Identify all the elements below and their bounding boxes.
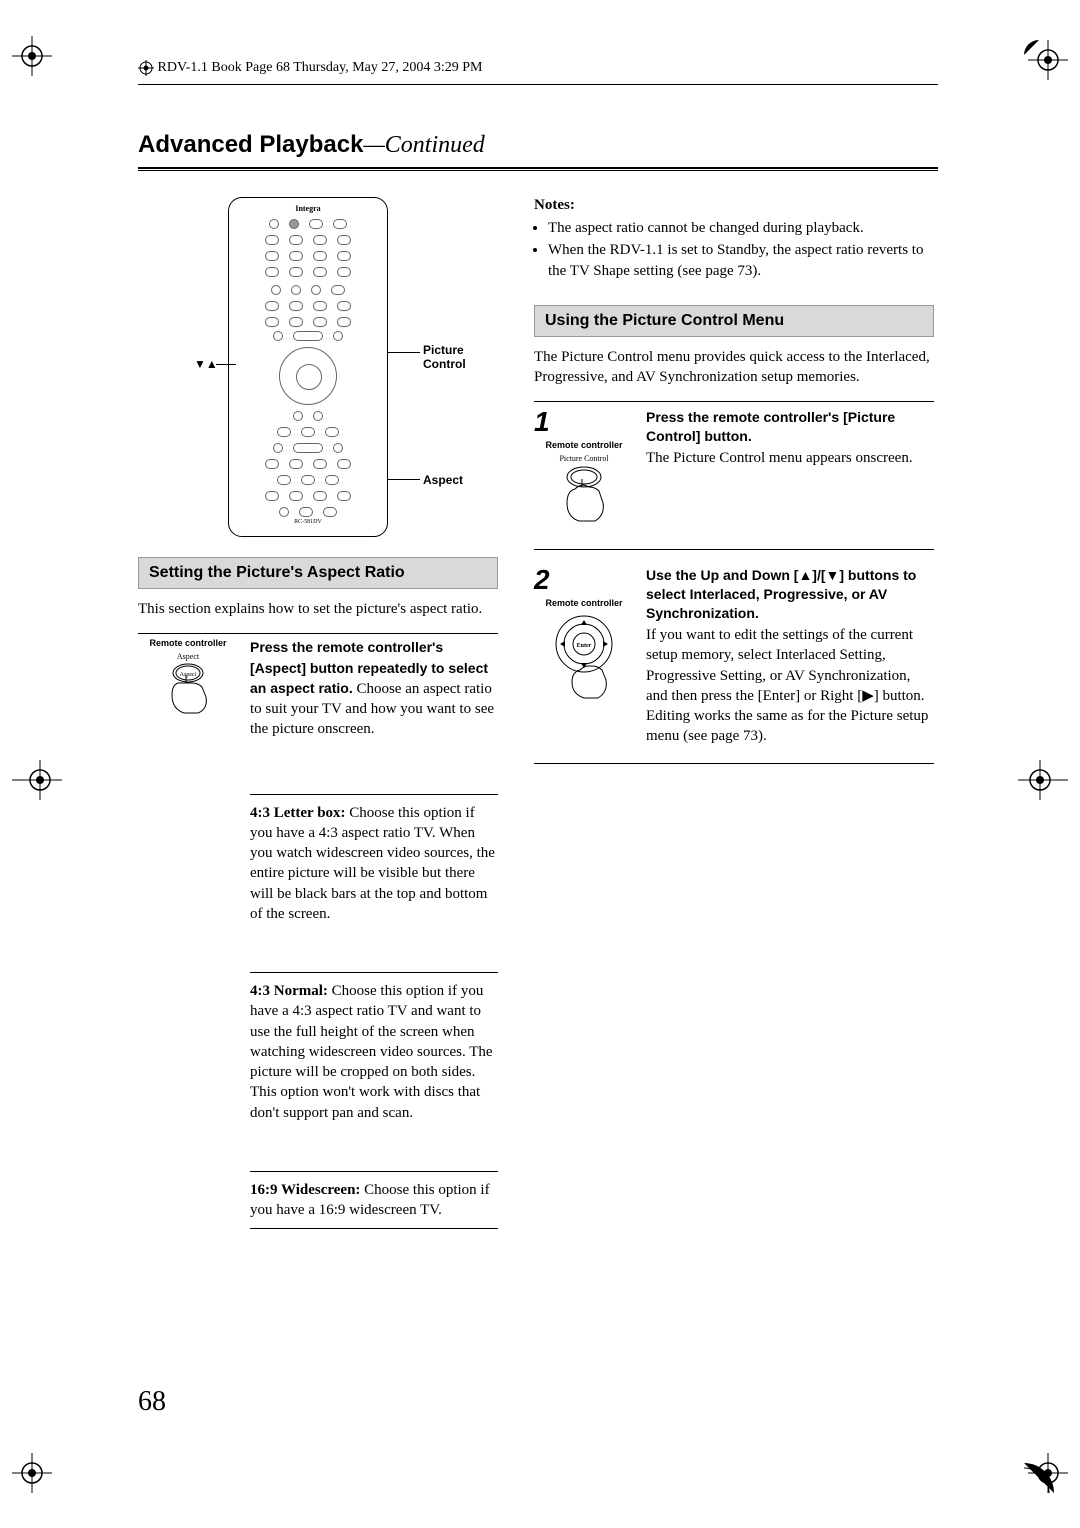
remote-brand-label: Integra [229,204,387,213]
remote-controller-label: Remote controller [138,638,238,648]
aspect-button-label: Aspect [138,652,238,661]
step-graphic: Remote controller Aspect Aspect [138,638,238,739]
pcmenu-step1-bold: Press the remote controller's [Picture C… [646,408,934,446]
page-number: 68 [138,1386,166,1418]
note-item: When the RDV-1.1 is set to Standby, the … [548,240,934,281]
chapter-title: Advanced Playback—Continued [138,131,938,159]
svg-text:Aspect: Aspect [180,672,197,678]
remote-model-label: RC-581DV [229,519,387,525]
aspect-callout: Aspect [423,473,463,487]
arrows-callout-label: ▼▲ [194,357,218,371]
reg-corner-icon [1024,40,1074,75]
note-item: The aspect ratio cannot be changed durin… [548,218,934,238]
pcmenu-step2-bold: Use the Up and Down [▲]/[▼] buttons to s… [646,566,934,623]
svg-text:Enter: Enter [577,643,592,649]
notes-label: Notes: [534,197,934,214]
step-2: 2 Remote controller Enter [534,560,934,763]
final-rule [250,1228,498,1229]
header-text: RDV-1.1 Book Page 68 Thursday, May 27, 2… [158,60,483,75]
remote-controller-figure: Integra RC-581 [228,197,388,537]
step-number: 2 [534,566,634,594]
page-header: RDV-1.1 Book Page 68 Thursday, May 27, 2… [138,60,938,76]
pcmenu-step1-body: The Picture Control menu appears onscree… [646,450,913,466]
opt2-title: 4:3 Normal: [250,983,328,999]
pcmenu-section-title: Using the Picture Control Menu [534,305,934,337]
aspect-section-title: Setting the Picture's Aspect Ratio [138,557,498,589]
hand-press-icon: Aspect [158,661,218,721]
picture-control-button-label: Picture Control [534,454,634,463]
remote-controller-label: Remote controller [534,598,634,608]
option-normal: 4:3 Normal: Choose this option if you ha… [250,972,498,1131]
pcmenu-step2-body: If you want to edit the settings of the … [646,627,928,744]
notes-list: The aspect ratio cannot be changed durin… [548,218,934,281]
callout-line [216,364,236,365]
option-letterbox: 4:3 Letter box: Choose this option if yo… [250,794,498,933]
chapter-main: Advanced Playback [138,131,363,158]
reg-mark-icon [12,36,52,81]
callout-line [388,479,420,480]
header-rule [138,84,938,85]
chapter-rule [138,167,938,171]
callout-line [388,352,420,353]
chapter-sub: —Continued [363,132,484,158]
reg-mark-icon [12,760,62,805]
pcmenu-intro: The Picture Control menu provides quick … [534,347,934,388]
opt1-body: Choose this option if you have a 4:3 asp… [250,805,495,922]
opt3-title: 16:9 Widescreen: [250,1182,360,1198]
reg-mark-icon [1018,760,1068,805]
step-text: Press the remote controller's [Aspect] b… [250,638,498,739]
step-1: 1 Remote controller Picture Control Pres… [534,401,934,550]
picture-control-callout: Picture Control [423,343,466,371]
remote-controller-label: Remote controller [534,440,634,450]
step-number: 1 [534,408,634,436]
opt2-body: Choose this option if you have a 4:3 asp… [250,983,493,1121]
reg-mark-icon [12,1453,52,1498]
hand-dpad-icon: Enter [544,612,624,702]
opt1-title: 4:3 Letter box: [250,805,346,821]
reg-corner-icon [1024,1443,1074,1498]
option-widescreen: 16:9 Widescreen: Choose this option if y… [250,1171,498,1229]
aspect-intro: This section explains how to set the pic… [138,599,498,619]
hand-press-icon [549,463,619,533]
